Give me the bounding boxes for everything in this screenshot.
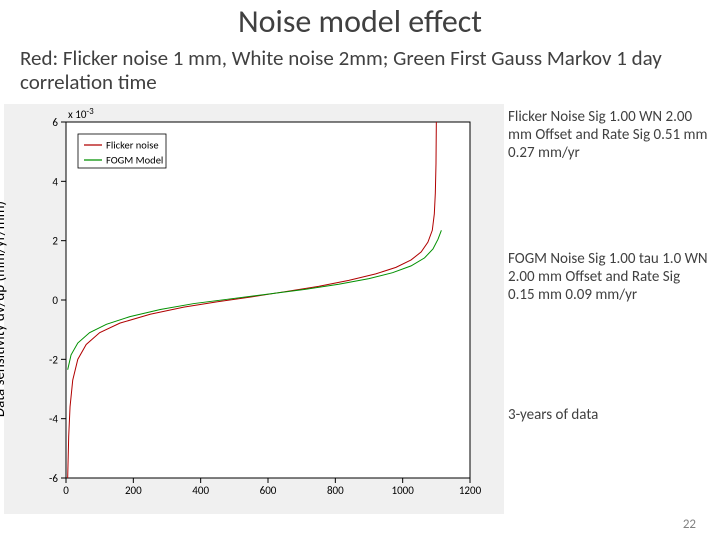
fogm-stats-text: FOGM Noise Sig 1.00 tau 1.0 WN 2.00 mm O… bbox=[508, 250, 708, 304]
flicker-stats-text: Flicker Noise Sig 1.00 WN 2.00 mm Offset… bbox=[508, 108, 708, 162]
x-tick-label: 600 bbox=[260, 484, 277, 497]
text-line: Flicker Noise Sig 1.00 WN 2.00 mm Offset… bbox=[508, 108, 708, 162]
slide: Noise model effect Red: Flicker noise 1 … bbox=[0, 0, 720, 540]
chart-svg: 0 200 400 600 800 1000 1200 -6 -4 -2 0 2 4 6 x 10-3 Fli… bbox=[4, 104, 504, 514]
chart-container: Data sensitivity dv/dp (mm/yr/mm) 020040… bbox=[4, 104, 504, 514]
x-tick-label: 0 bbox=[63, 484, 69, 497]
x-tick-label: 800 bbox=[327, 484, 344, 497]
y-tick-label: 2 bbox=[52, 235, 58, 248]
y-tick-label: -6 bbox=[49, 472, 58, 485]
y-tick-label: 0 bbox=[52, 294, 58, 307]
legend-label: Flicker noise bbox=[106, 139, 159, 152]
y-tick-label: -2 bbox=[49, 353, 58, 366]
subtitle: Red: Flicker noise 1 mm, White noise 2mm… bbox=[20, 46, 680, 94]
y-tick-label: 6 bbox=[52, 116, 58, 129]
page-number: 22 bbox=[683, 517, 696, 532]
y-tick-label: 4 bbox=[52, 175, 58, 188]
axis-exponent: x 10-3 bbox=[68, 106, 94, 121]
y-tick-label: -4 bbox=[49, 413, 58, 426]
text-line: FOGM Noise Sig 1.00 tau 1.0 WN 2.00 mm O… bbox=[508, 250, 708, 304]
page-title: Noise model effect bbox=[0, 2, 720, 41]
x-tick-label: 1200 bbox=[459, 484, 482, 497]
text-line: 3-years of data bbox=[508, 406, 598, 424]
duration-text: 3-years of data bbox=[508, 406, 708, 424]
plot-area bbox=[66, 122, 470, 478]
x-tick-label: 400 bbox=[192, 484, 209, 497]
legend-label: FOGM Model bbox=[106, 154, 163, 167]
x-tick-label: 200 bbox=[125, 484, 142, 497]
x-tick-label: 1000 bbox=[392, 484, 415, 497]
